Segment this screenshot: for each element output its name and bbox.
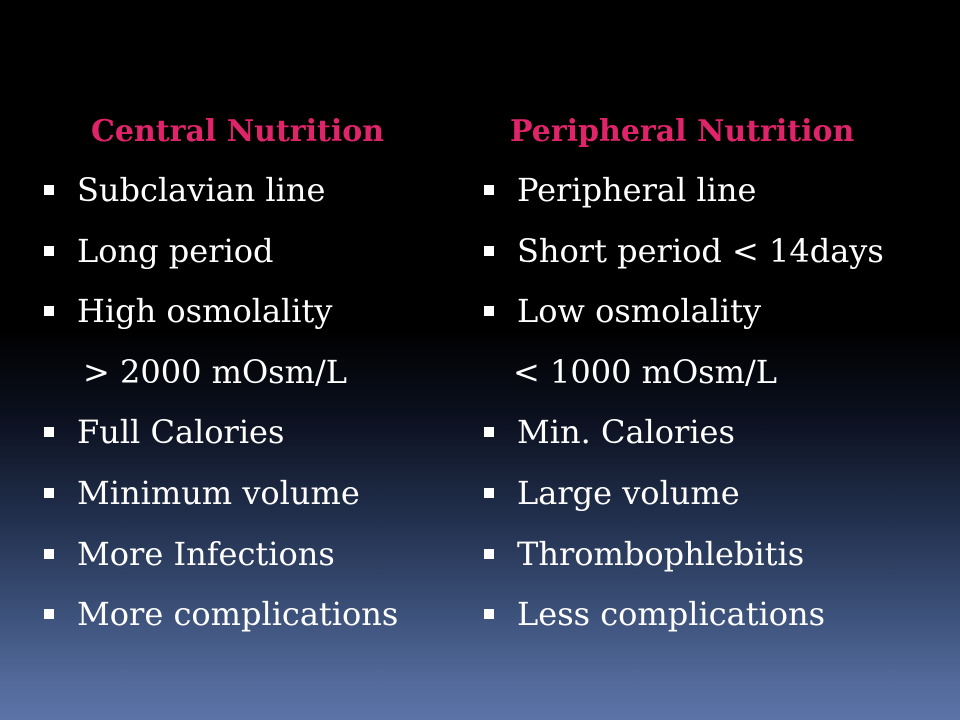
list-item: Subclavian line	[42, 160, 442, 221]
square-bullet-icon	[44, 306, 54, 317]
list-item: High osmolality	[42, 281, 442, 342]
list-item: More complications	[42, 584, 442, 645]
list-item: Less complications	[482, 584, 952, 645]
central-nutrition-heading: Central Nutrition	[91, 114, 385, 149]
list-item-text: More complications	[77, 595, 399, 634]
list-item-text: Low osmolality	[517, 292, 762, 331]
list-item-text: Less complications	[517, 595, 826, 634]
list-item: Long period	[42, 221, 442, 282]
list-item: Full Calories	[42, 402, 442, 463]
square-bullet-icon	[44, 548, 54, 559]
square-bullet-icon	[44, 245, 54, 256]
peripheral-nutrition-heading: Peripheral Nutrition	[510, 114, 855, 149]
list-item: Short period < 14days	[482, 221, 952, 282]
peripheral-nutrition-column: Peripheral Nutrition Peripheral line Sho…	[482, 104, 952, 645]
square-bullet-icon	[484, 487, 494, 498]
list-item-text: More Infections	[77, 534, 335, 573]
list-item: Large volume	[482, 463, 952, 524]
list-item: Peripheral line	[482, 160, 952, 221]
list-item-text: Full Calories	[77, 413, 285, 452]
list-item-continuation: > 2000 mOsm/L	[42, 342, 442, 403]
square-bullet-icon	[484, 245, 494, 256]
list-item-text: Minimum volume	[77, 473, 360, 512]
square-bullet-icon	[44, 609, 54, 620]
central-nutrition-column: Central Nutrition Subclavian line Long p…	[42, 104, 442, 645]
list-item-text: Min. Calories	[517, 413, 735, 452]
square-bullet-icon	[484, 306, 494, 317]
list-item-text: Peripheral line	[517, 171, 757, 209]
list-item-text: Subclavian line	[77, 171, 326, 209]
list-item: Min. Calories	[482, 402, 952, 463]
list-item-text: > 2000 mOsm/L	[83, 352, 347, 391]
list-item-continuation: < 1000 mOsm/L	[482, 342, 952, 403]
list-item: More Infections	[42, 524, 442, 585]
square-bullet-icon	[484, 427, 494, 438]
central-nutrition-list: Subclavian line Long period High osmolal…	[42, 160, 442, 645]
list-item: Minimum volume	[42, 463, 442, 524]
square-bullet-icon	[44, 185, 54, 195]
list-item-text: Short period < 14days	[517, 231, 884, 270]
square-bullet-icon	[484, 548, 494, 559]
peripheral-nutrition-list: Peripheral line Short period < 14days Lo…	[482, 160, 952, 645]
list-item-text: < 1000 mOsm/L	[513, 352, 777, 391]
list-item-text: Long period	[77, 231, 274, 270]
list-item: Low osmolality	[482, 281, 952, 342]
square-bullet-icon	[44, 427, 54, 438]
list-item-text: Large volume	[517, 473, 740, 512]
list-item-text: Thrombophlebitis	[517, 534, 805, 573]
list-item-text: High osmolality	[77, 292, 333, 331]
list-item: Thrombophlebitis	[482, 524, 952, 585]
square-bullet-icon	[484, 609, 494, 620]
square-bullet-icon	[484, 185, 494, 195]
square-bullet-icon	[44, 487, 54, 498]
